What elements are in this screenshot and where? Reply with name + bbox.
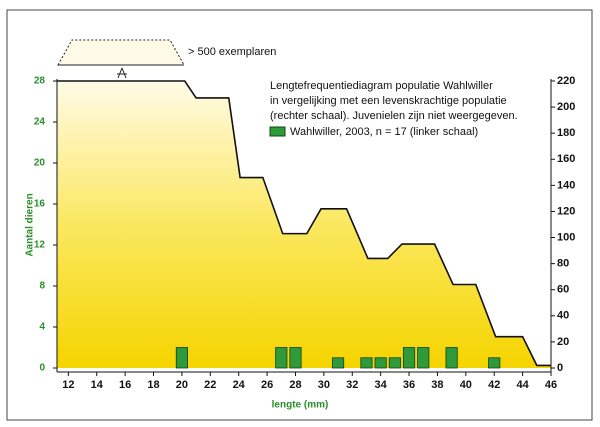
bar: [360, 357, 373, 369]
x-tick-label: 24: [233, 379, 246, 391]
area-fill: [57, 81, 551, 368]
x-tick-label: 34: [375, 379, 388, 391]
bar: [402, 347, 416, 369]
x-tick-label: 40: [460, 379, 472, 391]
x-tick-label: 20: [176, 379, 188, 391]
area-line: [57, 80, 551, 367]
x-tick-label: 22: [204, 379, 216, 391]
y-tick-label: 16: [34, 199, 46, 210]
x-tick-label: 30: [318, 379, 330, 391]
y2-tick-label: 120: [557, 205, 575, 217]
bar: [175, 347, 188, 369]
x-tick-label: 32: [346, 379, 358, 391]
y-tick-label: 0: [39, 363, 45, 374]
y2-tick-label: 200: [557, 101, 575, 113]
x-tick-label: 36: [403, 379, 415, 391]
bar: [374, 357, 387, 369]
bar: [488, 357, 501, 369]
annotation: > 500 exemplaren: [188, 46, 276, 58]
legend-swatch: [269, 126, 286, 137]
x-tick-label: 18: [147, 379, 159, 391]
x-tick-label: 42: [488, 379, 500, 391]
bar: [289, 347, 302, 369]
y-tick-label: 24: [34, 117, 46, 128]
x-tick-label: 26: [261, 379, 273, 391]
x-tick-label: 12: [62, 379, 74, 391]
bar: [388, 357, 401, 369]
bar: [331, 357, 345, 369]
legend-label: Wahlwiller, 2003, n = 17 (linker schaal): [290, 126, 478, 138]
x-axis-label: lengte (mm): [272, 400, 329, 411]
bar: [275, 347, 288, 369]
bar: [445, 347, 458, 369]
frame: [6, 9, 593, 421]
trapezoid: [57, 39, 185, 66]
arrow: [117, 67, 127, 79]
y2-tick-label: 40: [557, 310, 569, 322]
y2-tick-label: 160: [557, 153, 575, 165]
x-tick-label: 14: [91, 379, 104, 391]
y2-tick-label: 140: [557, 179, 575, 191]
x-tick-label: 44: [516, 379, 529, 391]
y2-tick-label: 180: [557, 127, 575, 139]
y-tick-label: 12: [34, 240, 46, 251]
y2-tick-label: 20: [557, 336, 569, 348]
x-tick-label: 46: [545, 379, 557, 391]
y-tick-label: 20: [34, 158, 46, 169]
y-tick-label: 28: [34, 76, 46, 87]
y2-tick-label: 100: [557, 231, 575, 243]
bar: [417, 347, 430, 369]
y2-tick-label: 80: [557, 258, 569, 270]
x-tick-label: 38: [431, 379, 443, 391]
y-axis-label: Aantal dieren: [25, 193, 36, 256]
y-tick-label: 8: [39, 281, 45, 292]
y2-tick-label: 60: [557, 284, 569, 296]
y2-tick-label: 0: [557, 362, 563, 374]
title-line: in vergelijking met een levenskrachtige …: [270, 95, 507, 107]
x-tick-label: 28: [289, 379, 301, 391]
y-tick-label: 4: [39, 322, 45, 333]
title-line: (rechter schaal). Juvenielen zijn niet w…: [270, 110, 518, 122]
x-tick-label: 16: [119, 379, 131, 391]
y2-tick-label: 220: [557, 75, 575, 87]
title-line: Lengtefrequentiediagram populatie Wahlwi…: [270, 80, 493, 92]
